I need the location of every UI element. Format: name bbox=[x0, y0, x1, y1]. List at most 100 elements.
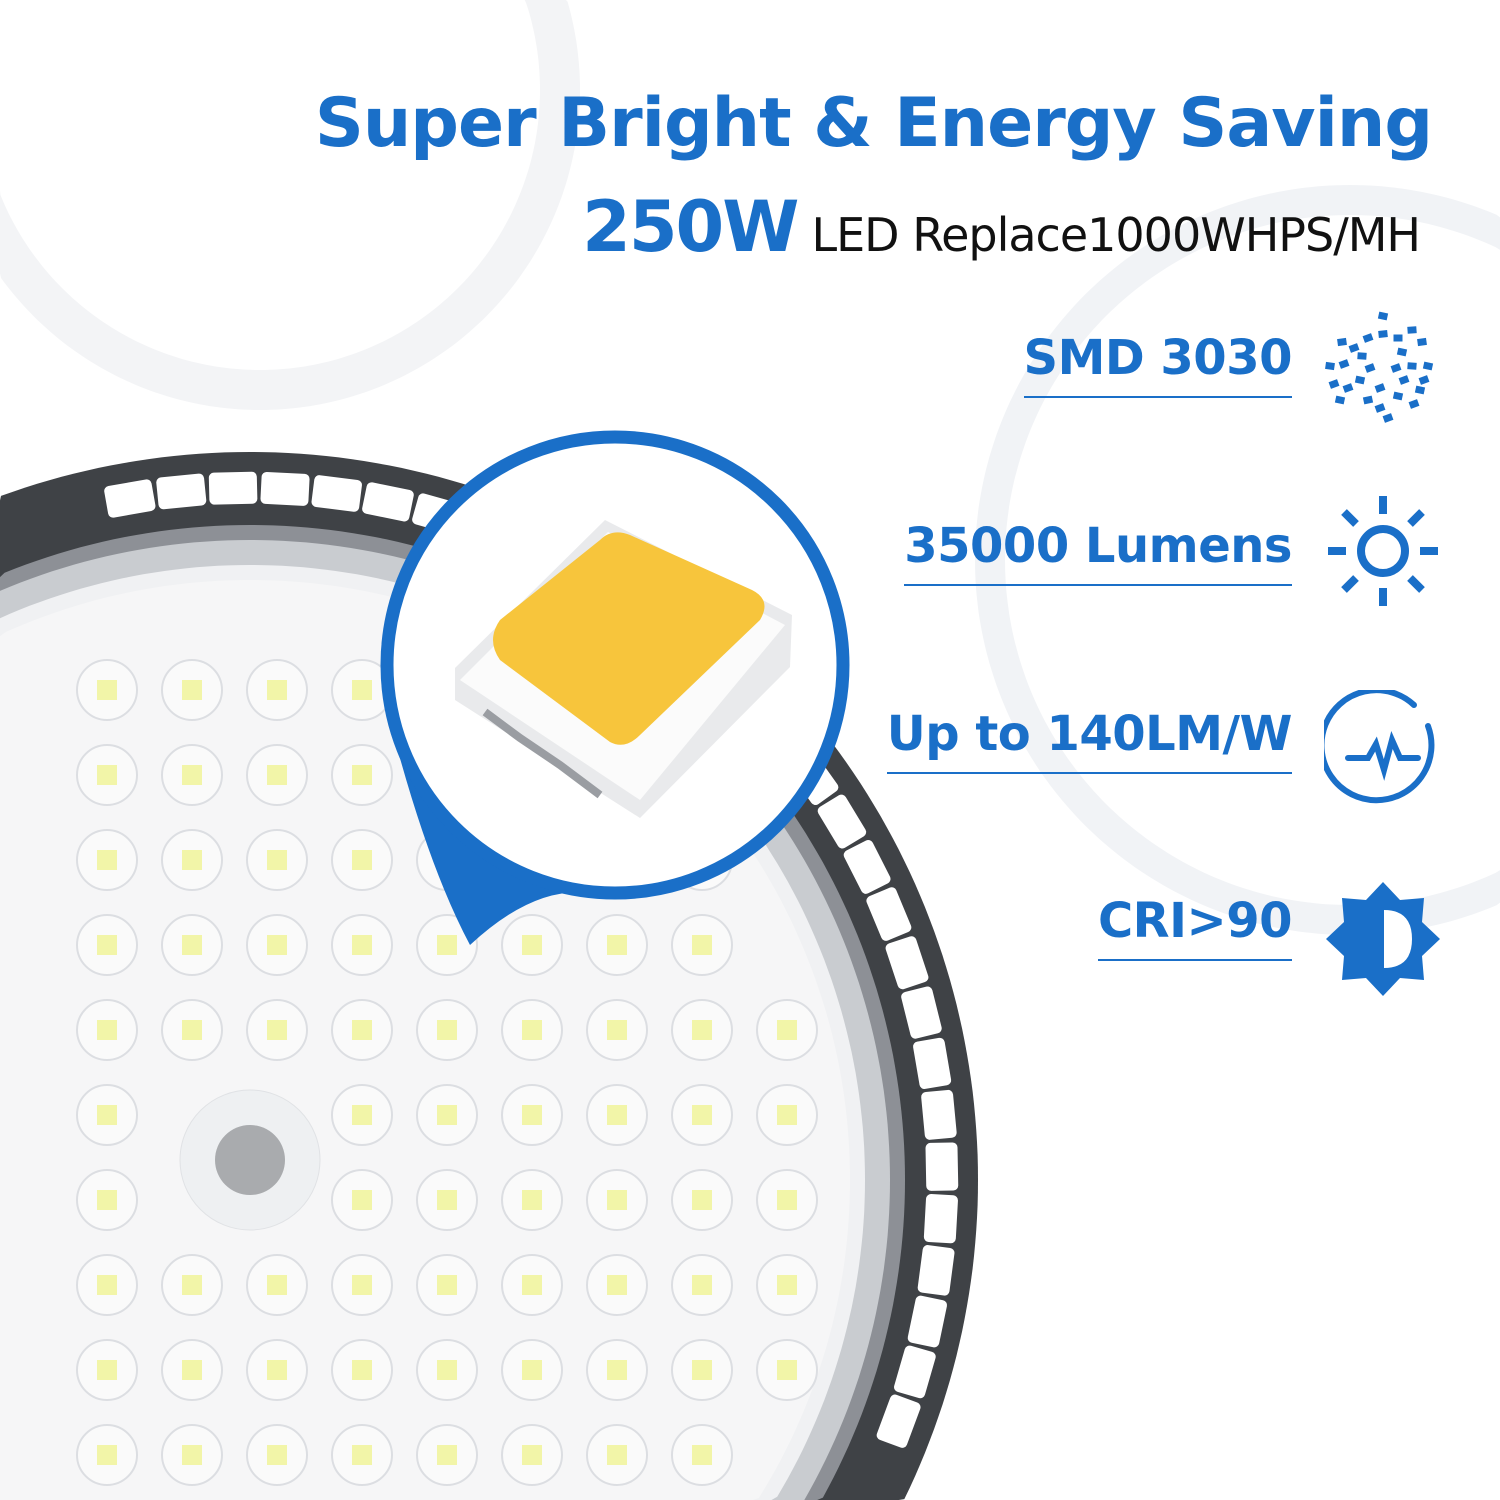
led-lens bbox=[246, 1254, 308, 1316]
housing-slot bbox=[362, 482, 414, 522]
led-lens bbox=[501, 1424, 563, 1486]
housing-slot bbox=[311, 475, 362, 512]
dot bbox=[1407, 326, 1417, 334]
led-lens bbox=[586, 1339, 648, 1401]
led-lens bbox=[756, 1084, 818, 1146]
led-lens bbox=[756, 1339, 818, 1401]
led-lens bbox=[586, 914, 648, 976]
headline-title: Super Bright & Energy Saving bbox=[314, 84, 1433, 163]
led-lens bbox=[161, 829, 223, 891]
headline-subtitle: 250W LED Replace1000WHPS/MH bbox=[582, 186, 1421, 268]
dot bbox=[1328, 379, 1340, 389]
housing-slot bbox=[885, 936, 929, 990]
led-lens bbox=[161, 659, 223, 721]
housing-slot bbox=[913, 1037, 952, 1089]
led-lens bbox=[671, 1169, 733, 1231]
led-lens bbox=[331, 1084, 393, 1146]
led-lens bbox=[331, 1169, 393, 1231]
led-lens bbox=[671, 1084, 733, 1146]
led-lens bbox=[586, 999, 648, 1061]
led-lens bbox=[246, 999, 308, 1061]
dot bbox=[1374, 403, 1386, 413]
housing-slot bbox=[156, 473, 207, 510]
led-lens bbox=[76, 1424, 138, 1486]
dot bbox=[1417, 337, 1427, 347]
dot bbox=[1377, 311, 1389, 321]
led-lens bbox=[416, 1254, 478, 1316]
led-lens bbox=[501, 1084, 563, 1146]
housing-slot bbox=[923, 1194, 958, 1244]
led-lens bbox=[76, 659, 138, 721]
led-lens bbox=[246, 914, 308, 976]
led-lens bbox=[161, 1339, 223, 1401]
led-lens bbox=[161, 744, 223, 806]
led-lens bbox=[76, 1084, 138, 1146]
led-lens bbox=[246, 1424, 308, 1486]
dot bbox=[1414, 385, 1426, 395]
housing-slot bbox=[104, 479, 156, 518]
led-lens bbox=[331, 744, 393, 806]
contrast-sun-icon bbox=[1326, 882, 1440, 996]
housing-slot bbox=[208, 471, 258, 505]
led-lens bbox=[76, 1169, 138, 1231]
housing-slot bbox=[894, 1345, 936, 1399]
led-lens bbox=[331, 914, 393, 976]
dot bbox=[1392, 391, 1404, 401]
dot bbox=[1337, 337, 1347, 347]
led-lens bbox=[161, 1254, 223, 1316]
led-lens bbox=[416, 1339, 478, 1401]
led-lens bbox=[246, 659, 308, 721]
led-lens bbox=[76, 999, 138, 1061]
led-lens bbox=[76, 829, 138, 891]
led-lens bbox=[586, 1424, 648, 1486]
feature-smd: SMD 3030 bbox=[1023, 330, 1293, 398]
led-lens bbox=[671, 999, 733, 1061]
housing-slot bbox=[907, 1295, 948, 1348]
led-lens bbox=[586, 1084, 648, 1146]
dot bbox=[1354, 375, 1366, 385]
dot bbox=[1334, 395, 1346, 405]
led-lens bbox=[501, 1339, 563, 1401]
led-lens bbox=[246, 829, 308, 891]
dot bbox=[1390, 363, 1402, 373]
led-lens bbox=[416, 999, 478, 1061]
housing-slot bbox=[843, 839, 891, 894]
housing-slot bbox=[921, 1089, 957, 1140]
led-lens bbox=[161, 999, 223, 1061]
housing-slot bbox=[925, 1142, 959, 1191]
dot bbox=[1422, 361, 1434, 371]
led-lens bbox=[586, 1254, 648, 1316]
dot bbox=[1342, 383, 1354, 393]
led-lens bbox=[76, 744, 138, 806]
led-lens bbox=[331, 999, 393, 1061]
dot bbox=[1325, 361, 1335, 371]
housing-slot bbox=[876, 1394, 921, 1448]
led-lens bbox=[501, 999, 563, 1061]
dot bbox=[1398, 375, 1410, 385]
led-lens bbox=[671, 1254, 733, 1316]
dot bbox=[1374, 383, 1386, 393]
housing-slot bbox=[917, 1245, 955, 1296]
led-lens bbox=[501, 1254, 563, 1316]
background-ring bbox=[0, 0, 580, 410]
feature-lumens: 35000 Lumens bbox=[904, 518, 1292, 586]
led-lens bbox=[671, 1339, 733, 1401]
led-lens bbox=[246, 1339, 308, 1401]
led-chip-callout bbox=[380, 430, 850, 945]
led-chip-dots-icon bbox=[1325, 311, 1434, 423]
dot bbox=[1338, 359, 1350, 369]
led-lens bbox=[416, 914, 478, 976]
dot bbox=[1382, 413, 1394, 423]
led-lens bbox=[756, 1254, 818, 1316]
replacement-text: LED Replace1000WHPS/MH bbox=[811, 208, 1421, 262]
feature-cri: CRI>90 bbox=[1097, 893, 1293, 961]
dot bbox=[1407, 362, 1417, 370]
housing-slot bbox=[817, 794, 867, 849]
led-lens bbox=[76, 914, 138, 976]
dot bbox=[1378, 330, 1388, 338]
led-lens bbox=[161, 914, 223, 976]
led-lens bbox=[416, 1424, 478, 1486]
led-lens bbox=[331, 659, 393, 721]
feature-efficacy: Up to 140LM/W bbox=[886, 706, 1293, 774]
